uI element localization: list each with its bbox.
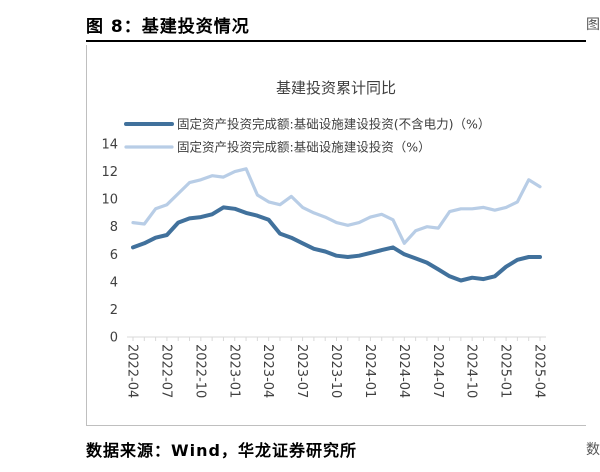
y-tick-label: 6 bbox=[110, 248, 118, 263]
y-tick-label: 8 bbox=[110, 220, 118, 235]
series-line-1 bbox=[131, 205, 542, 283]
y-tick-label: 0 bbox=[110, 331, 118, 346]
chart-frame-bottom bbox=[86, 425, 586, 426]
source-note: 数据来源：Wind，华龙证券研究所 bbox=[86, 441, 357, 460]
chart-legend: 固定资产投资完成额:基础设施建设投资(不含电力)（%） 固定资产投资完成额:基础设… bbox=[124, 117, 490, 155]
x-tick-label: 2023-10 bbox=[328, 344, 343, 398]
x-tick-label: 2022-04 bbox=[125, 344, 140, 398]
chart-frame-left bbox=[86, 45, 87, 426]
x-tick-label: 2022-10 bbox=[192, 344, 207, 398]
legend-label-2: 固定资产投资完成额:基础设施建设投资（%） bbox=[177, 140, 431, 155]
x-tick-label: 2024-07 bbox=[430, 344, 445, 398]
y-tick-label: 12 bbox=[101, 165, 118, 180]
y-tick-label: 4 bbox=[110, 275, 118, 290]
series-lines bbox=[131, 167, 542, 283]
x-tick-label: 2023-01 bbox=[226, 344, 241, 398]
x-tick-label: 2022-07 bbox=[158, 344, 173, 398]
x-tick-label: 2023-04 bbox=[260, 344, 275, 398]
right-edge-glyph-bottom: 数 bbox=[586, 442, 600, 458]
x-axis: 2022-04 2022-07 2022-10 2023-01 2023-04 2023-… bbox=[125, 336, 547, 398]
chart-title: 基建投资累计同比 bbox=[276, 79, 396, 97]
x-tick-label: 2023-07 bbox=[294, 344, 309, 398]
y-tick-label: 14 bbox=[101, 138, 118, 153]
x-tick-label: 2024-04 bbox=[396, 344, 411, 398]
x-tick-label: 2024-10 bbox=[464, 344, 479, 398]
legend-label-1: 固定资产投资完成额:基础设施建设投资(不含电力)（%） bbox=[177, 117, 490, 132]
title-rule bbox=[86, 40, 586, 42]
y-tick-label: 10 bbox=[101, 193, 118, 208]
y-tick-label: 2 bbox=[110, 303, 118, 318]
series-line-2 bbox=[131, 167, 542, 245]
figure-title: 图 8：基建投资情况 bbox=[86, 17, 250, 37]
x-tick-label: 2025-04 bbox=[532, 344, 547, 398]
x-tick-label: 2025-01 bbox=[498, 344, 513, 398]
x-tick-label: 2024-01 bbox=[362, 344, 377, 398]
right-edge-glyph-top: 图 bbox=[586, 17, 600, 33]
y-axis: 0 2 4 6 8 10 12 14 bbox=[101, 138, 118, 346]
